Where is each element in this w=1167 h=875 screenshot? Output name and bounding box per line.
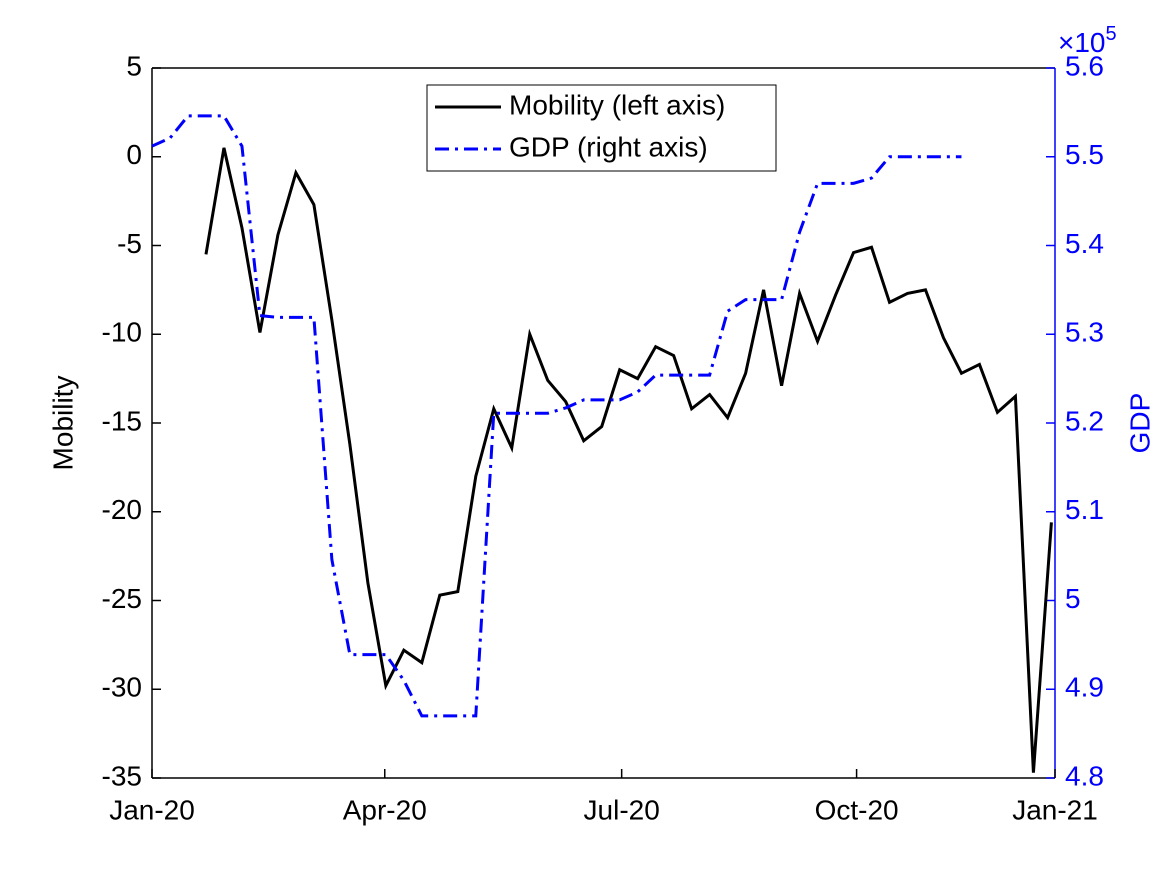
x-tick-label: Apr-20 (343, 794, 427, 825)
x-tick-label: Oct-20 (815, 794, 899, 825)
y2-tick-label: 5.3 (1065, 317, 1104, 348)
y-tick-label: -10 (102, 317, 142, 348)
y-tick-label: -25 (102, 583, 142, 614)
y2-tick-label: 5.6 (1065, 50, 1104, 81)
y-tick-label: 5 (126, 50, 142, 81)
y2-tick-label: 5.4 (1065, 228, 1104, 259)
y-tick-label: -20 (102, 494, 142, 525)
x-tick-label: Jan-21 (1012, 794, 1098, 825)
y2-tick-label: 5.1 (1065, 494, 1104, 525)
legend-box (426, 84, 777, 172)
y2-tick-label: 4.8 (1065, 760, 1104, 791)
y-tick-label: -30 (102, 672, 142, 703)
y2-exponent: ×105 (1058, 23, 1117, 58)
y-tick-label: -15 (102, 405, 142, 436)
y2-tick-label: 5.2 (1065, 405, 1104, 436)
x-tick-label: Jul-20 (584, 794, 660, 825)
y2-axis-label: GDP (1124, 393, 1155, 454)
legend-label: GDP (right axis) (509, 131, 708, 162)
y2-tick-label: 5 (1065, 583, 1081, 614)
y-tick-label: 0 (126, 139, 142, 170)
y2-tick-label: 4.9 (1065, 672, 1104, 703)
series-line (204, 147, 1053, 773)
exponent-base: ×10 (1058, 27, 1106, 58)
y-axis-label: Mobility (47, 376, 78, 471)
exponent-power: 5 (1106, 23, 1117, 45)
y2-tick-label: 5.5 (1065, 139, 1104, 170)
y-tick-label: -5 (117, 228, 142, 259)
series-line (151, 114, 962, 718)
x-tick-label: Jan-20 (109, 794, 195, 825)
y-tick-label: -35 (102, 760, 142, 791)
legend-label: Mobility (left axis) (509, 89, 725, 120)
